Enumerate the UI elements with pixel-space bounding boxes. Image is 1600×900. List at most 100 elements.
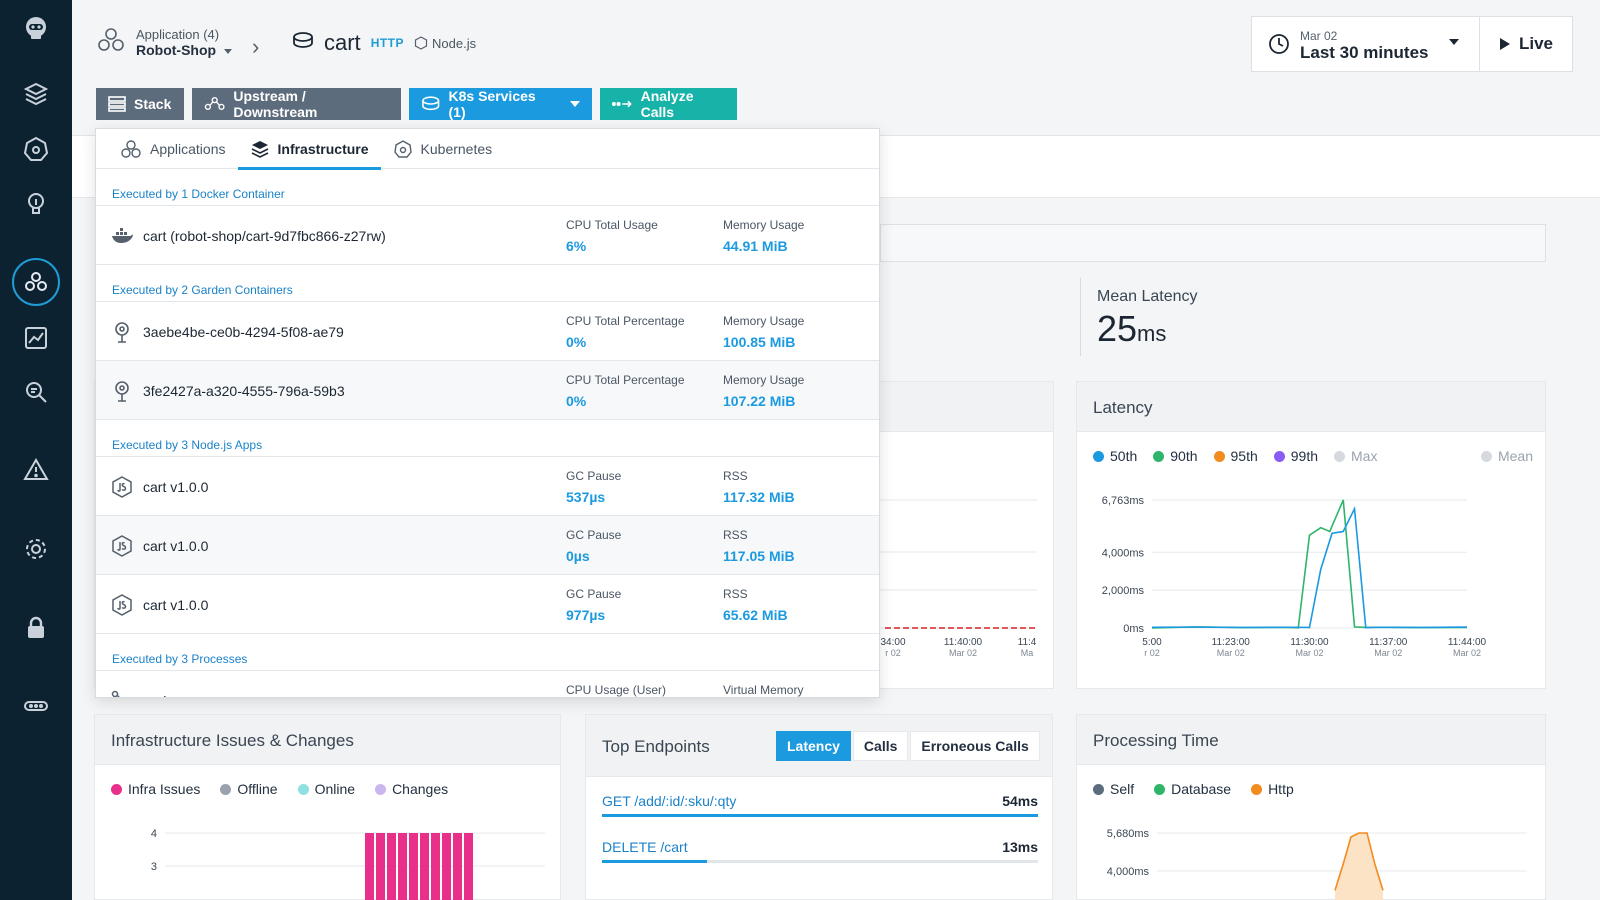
garden-icon	[115, 322, 129, 343]
infra-bar	[464, 833, 473, 900]
endpoint-name[interactable]: DELETE /cart	[602, 839, 688, 855]
analyze-icon	[612, 100, 632, 108]
metric-1: GC Pause 977µs	[566, 587, 621, 623]
tab-calls[interactable]: Calls	[852, 731, 909, 761]
tab-label: Applications	[150, 141, 226, 157]
legend-dot	[1153, 450, 1165, 462]
gear-icon[interactable]	[0, 527, 72, 571]
section-title[interactable]: Executed by 3 Processes	[112, 652, 248, 666]
infra-row-name: cart v1.0.0	[143, 538, 209, 554]
chevron-down-icon	[1449, 39, 1459, 45]
processing-card-title: Processing Time	[1093, 731, 1219, 750]
metric-value: 65.62 MiB	[723, 607, 788, 623]
endpoint-name[interactable]: GET /add/:id/:sku/:qty	[602, 793, 737, 809]
legend-item-offline[interactable]: Offline	[220, 781, 278, 797]
section-title[interactable]: Executed by 3 Node.js Apps	[112, 438, 263, 452]
tab-erroneous-calls[interactable]: Erroneous Calls	[910, 731, 1040, 761]
metric-label: CPU Usage (User)	[566, 683, 667, 697]
time-date: Mar 02	[1300, 29, 1338, 43]
infra-row-nodejs[interactable]: cart v1.0.0 GC Pause 977µs RSS 65.62 MiB	[96, 575, 879, 634]
legend-item-max[interactable]: Max	[1334, 448, 1377, 464]
applications-icon[interactable]	[0, 260, 72, 304]
latency-x-tick: 11:30:00	[1290, 637, 1329, 648]
stack-button[interactable]: Stack	[96, 88, 184, 120]
legend-item-database[interactable]: Database	[1154, 781, 1231, 797]
warning-icon[interactable]	[0, 448, 72, 492]
legend-item-online[interactable]: Online	[297, 781, 355, 797]
infra-row-name: 3fe2427a-a320-4555-796a-59b3	[143, 383, 345, 399]
legend-item-changes[interactable]: Changes	[375, 781, 448, 797]
latency-x-tick-date: Mar 02	[1295, 648, 1323, 658]
k8s-label: K8s Services (1)	[448, 88, 536, 120]
legend-item-infra-issues[interactable]: Infra Issues	[111, 781, 200, 797]
metric-value: 107.22 MiB	[723, 393, 796, 409]
search-icon[interactable]	[0, 370, 72, 414]
processing-card-head: Processing Time	[1077, 715, 1545, 765]
infra-row-process[interactable]: node CPU Usage (User) Virtual Memory	[96, 671, 879, 697]
infra-issues-card: Infrastructure Issues & Changes Infra Is…	[94, 714, 561, 900]
tab-kubernetes[interactable]: Kubernetes	[381, 129, 505, 169]
tab-label: Kubernetes	[420, 141, 493, 157]
latency-y-tick: 2,000ms	[1102, 585, 1145, 597]
breadcrumb[interactable]: Application (4) Robot-Shop	[96, 26, 232, 59]
infra-y-tick: 4	[151, 828, 157, 840]
legend-item-mean[interactable]: Mean	[1480, 448, 1533, 464]
mean-latency-value: 25ms	[1097, 308, 1198, 350]
metric-value: 6%	[566, 238, 587, 254]
tab-latency[interactable]: Latency	[776, 731, 851, 761]
legend-item-self[interactable]: Self	[1093, 781, 1134, 797]
analytics-icon[interactable]	[0, 316, 72, 360]
mean-latency-unit: ms	[1137, 321, 1167, 346]
metric-label: RSS	[723, 469, 748, 483]
metric-label: RSS	[723, 587, 748, 601]
endpoint-item[interactable]: GET /add/:id/:sku/:qty 54ms	[602, 793, 1038, 817]
robot-icon[interactable]	[0, 6, 72, 50]
layers-icon	[251, 141, 268, 158]
stack-label: Stack	[134, 96, 172, 112]
lock-icon[interactable]	[0, 606, 72, 650]
infra-row-docker[interactable]: cart (robot-shop/cart-9d7fbc866-z27rw) C…	[96, 206, 879, 265]
legend-item-95th[interactable]: 95th	[1213, 448, 1258, 464]
mean-latency-label: Mean Latency	[1097, 288, 1198, 305]
lightbulb-icon[interactable]	[0, 182, 72, 226]
kubernetes-icon[interactable]	[0, 127, 72, 171]
infra-row-garden[interactable]: 3fe2427a-a320-4555-796a-59b3 CPU Total P…	[96, 361, 879, 420]
nodejs-icon	[112, 476, 132, 498]
legend-item-90th[interactable]: 90th	[1153, 448, 1198, 464]
infra-row-nodejs[interactable]: cart v1.0.0 GC Pause 537µs RSS 117.32 MiB	[96, 457, 879, 516]
tab-applications[interactable]: Applications	[108, 129, 238, 169]
metric-1: CPU Total Percentage 0%	[566, 314, 685, 350]
latency-series-50th	[1151, 505, 1468, 629]
tab-label: Infrastructure	[277, 141, 369, 157]
upstream-downstream-button[interactable]: Upstream / Downstream	[192, 88, 401, 120]
layers-icon[interactable]	[0, 72, 72, 116]
endpoint-item[interactable]: DELETE /cart 13ms	[602, 839, 1038, 863]
technology-label: Node.js	[414, 36, 476, 51]
k8s-services-button[interactable]: K8s Services (1)	[409, 88, 592, 120]
legend-item-http[interactable]: Http	[1251, 781, 1294, 797]
infra-row-garden[interactable]: 3aebe4be-ce0b-4294-5f08-ae79 CPU Total P…	[96, 302, 879, 361]
latency-x-tick-date: Mar 02	[1453, 648, 1481, 658]
metric-1: GC Pause 537µs	[566, 469, 621, 505]
legend-dot	[1334, 450, 1345, 462]
endpoint-bar-track	[602, 860, 1038, 863]
popover-tabs: Applications Infrastructure Kubernetes	[96, 129, 879, 170]
live-button[interactable]: Live	[1480, 17, 1572, 71]
infra-bar	[376, 833, 385, 900]
application-name[interactable]: Robot-Shop	[136, 42, 232, 58]
section-title[interactable]: Executed by 2 Garden Containers	[112, 283, 293, 297]
latency-y-tick: 0ms	[1123, 623, 1144, 635]
time-range-select[interactable]: Mar 02 Last 30 minutes	[1252, 17, 1480, 71]
legend-dot	[1093, 450, 1104, 462]
breadcrumb-separator-icon: ›	[252, 34, 260, 59]
infra-row-nodejs[interactable]: cart v1.0.0 GC Pause 0µs RSS 117.05 MiB	[96, 516, 879, 575]
legend-item-50th[interactable]: 50th	[1093, 448, 1137, 464]
more-icon[interactable]	[0, 684, 72, 728]
analyze-calls-button[interactable]: Analyze Calls	[600, 88, 737, 120]
latency-x-tick-date: r 02	[1144, 648, 1160, 658]
legend-item-99th[interactable]: 99th	[1273, 448, 1318, 464]
legend-dot	[1093, 783, 1104, 795]
infrastructure-popover: Applications Infrastructure Kubernetes E…	[95, 128, 880, 698]
tab-infrastructure[interactable]: Infrastructure	[237, 129, 381, 170]
section-title[interactable]: Executed by 1 Docker Container	[112, 187, 285, 201]
